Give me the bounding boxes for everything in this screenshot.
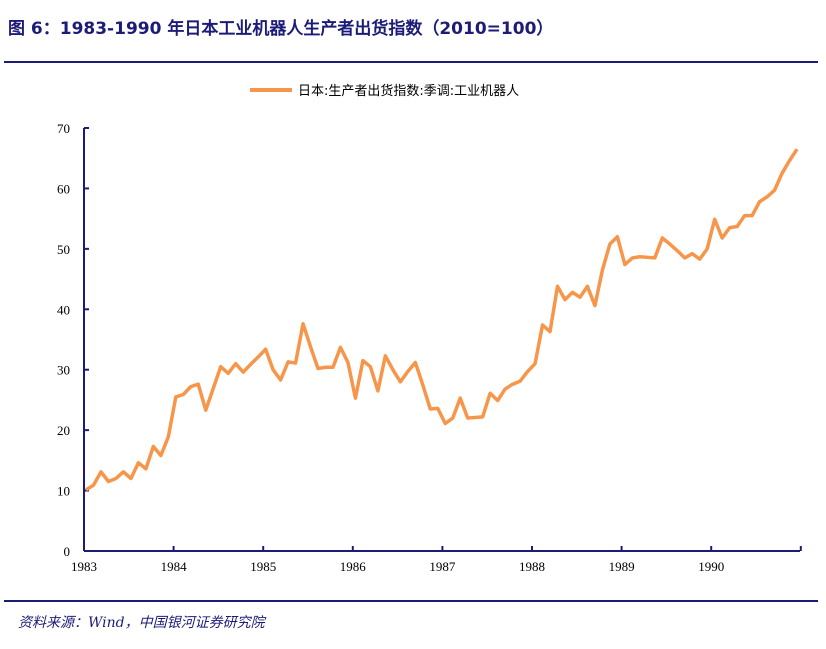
y-tick-label: 70	[57, 121, 70, 136]
x-tick-label: 1984	[161, 559, 188, 574]
series-line	[85, 148, 799, 492]
chart: 日本:生产者出货指数:季调:工业机器人 0 10 20 30 40 50 60 70 1983 1…	[57, 83, 802, 574]
x-tick-label: 1990	[698, 559, 724, 574]
y-tick-label: 60	[57, 181, 70, 196]
y-tick-label: 30	[57, 363, 70, 378]
y-tick-label: 50	[57, 242, 70, 257]
legend: 日本:生产者出货指数:季调:工业机器人	[250, 83, 519, 99]
x-tick-label: 1987	[429, 559, 456, 574]
bottom-rule	[4, 600, 818, 602]
y-tick-label: 40	[57, 302, 70, 317]
top-rule	[4, 61, 818, 63]
y-tick-label: 10	[57, 484, 70, 499]
x-tick-label: 1986	[340, 559, 367, 574]
source-note: 资料来源：Wind，中国银河证券研究院	[18, 615, 265, 631]
chart-title: 图 6：1983-1990 年日本工业机器人生产者出货指数（2010=100）	[8, 19, 554, 39]
x-tick-label: 1983	[71, 559, 97, 574]
legend-label: 日本:生产者出货指数:季调:工业机器人	[298, 83, 519, 99]
y-tick-label: 20	[57, 423, 70, 438]
y-tick-label: 0	[64, 544, 71, 559]
x-tick-label: 1985	[250, 559, 276, 574]
x-tick-label: 1988	[519, 559, 545, 574]
x-tick-label: 1989	[609, 559, 635, 574]
